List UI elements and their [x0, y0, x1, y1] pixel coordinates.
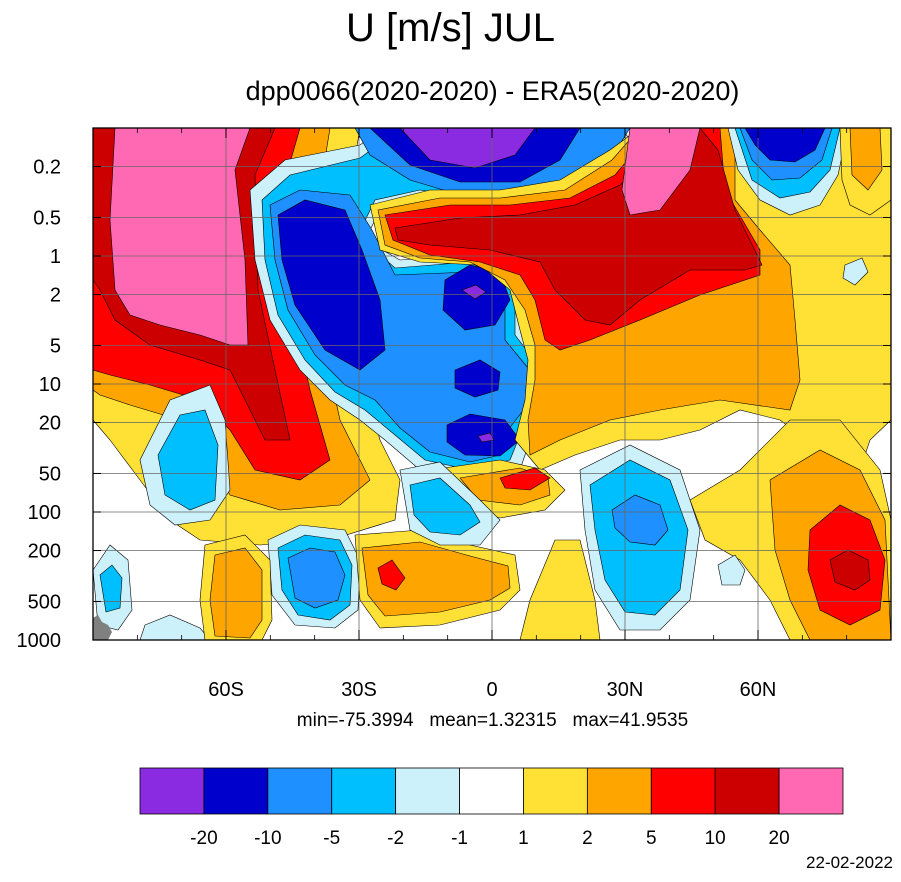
y-tick-label: 0.5: [33, 207, 61, 229]
contour-level-minus-20: [399, 128, 536, 169]
contour-level-minus-5: [611, 494, 669, 546]
y-axis: 0.2 0.5 1 2 5 10 20 50 100 200 500 1000: [17, 157, 891, 652]
colorbar-label: -2: [387, 828, 404, 849]
colorbar-swatch: [139, 767, 205, 815]
colorbar-swatch: [267, 767, 333, 815]
colorbar-swatch: [203, 767, 269, 815]
colorbar-label: -20: [190, 828, 217, 849]
contour-level-minus-2: [157, 409, 219, 511]
colorbar-label: 1: [518, 828, 529, 849]
gridlines: [93, 128, 891, 640]
colorbar-swatch: [395, 767, 460, 815]
contour-level-2: [849, 128, 883, 191]
contour-level-minus-1: [842, 257, 869, 286]
plot-area: [93, 128, 891, 640]
contour-level-10: [829, 549, 871, 591]
contour-level-10: [377, 559, 406, 591]
x-tick-label: 60S: [208, 679, 244, 701]
colorbar-swatch: [586, 767, 652, 815]
contour-level-2: [209, 547, 263, 639]
colorbar: -20 -10 -5 -2 -1 1 2 5 10 20: [139, 767, 844, 849]
field-nh-highlat-positive: [839, 128, 891, 216]
contour-level-minus-20: [477, 432, 495, 443]
y-tick-label: 500: [28, 591, 61, 613]
stat-max: max=41.9535: [572, 710, 689, 731]
colorbar-label: -5: [323, 828, 340, 849]
contour-level-minus-10: [277, 199, 386, 371]
y-tick-label: 100: [28, 502, 61, 524]
colorbar-swatch: [523, 767, 588, 815]
contour-level-minus-10: [454, 359, 501, 398]
colorbar-label: -10: [254, 828, 281, 849]
y-tick-label: 1000: [17, 630, 62, 652]
statistics-line: min=-75.3994 mean=1.32315 max=41.9535: [0, 708, 901, 734]
field-nh-lower-jet: [689, 419, 891, 640]
x-tick-label: 30N: [607, 679, 644, 701]
field-equatorial-lower-negative: [399, 444, 746, 631]
colorbar-swatch: [459, 767, 524, 815]
topography-mask: [93, 615, 112, 640]
x-tick-label: 0: [486, 679, 497, 701]
colorbar-swatch: [778, 767, 844, 815]
colorbar-label: -1: [451, 828, 468, 849]
field-sh-lower-positive: [199, 459, 601, 640]
chart-subtitle: dpp0066(2020-2020) - ERA5(2020-2020): [245, 76, 740, 106]
colorbar-label: 10: [705, 828, 726, 849]
y-tick-label: 50: [39, 463, 61, 485]
contour-level-above-20: [109, 128, 251, 346]
x-tick-label: 60N: [740, 679, 777, 701]
contour-level-minus-5: [287, 547, 346, 609]
colorbar-swatch: [650, 767, 716, 815]
colorbar-label: 2: [582, 828, 593, 849]
y-tick-label: 0.2: [33, 157, 61, 179]
contour-level-minus-10: [744, 128, 826, 163]
y-tick-label: 10: [39, 374, 61, 396]
plot-date: 22-02-2022: [806, 853, 893, 872]
colorbar-label: 5: [646, 828, 657, 849]
contour-level-minus-20: [461, 284, 487, 300]
contour-level-1: [519, 539, 601, 640]
field-nh-upper-negative: [727, 128, 869, 286]
contour-level-minus-2: [99, 564, 123, 613]
stat-mean: mean=1.32315: [429, 710, 557, 731]
y-tick-label: 2: [50, 285, 61, 307]
stat-min: min=-75.3994: [296, 710, 414, 731]
contour-level-2: [361, 541, 511, 617]
x-tick-label: 30S: [341, 679, 377, 701]
y-tick-label: 20: [39, 413, 61, 435]
y-tick-label: 200: [28, 541, 61, 563]
colorbar-swatch: [331, 767, 397, 815]
y-tick-label: 1: [50, 246, 61, 268]
contour-level-20: [621, 128, 701, 216]
chart-title: U [m/s] JUL: [346, 6, 555, 50]
contour-level-minus-1: [717, 554, 746, 586]
y-tick-label: 5: [50, 335, 61, 357]
contour-level-minus-2: [409, 477, 481, 536]
colorbar-label: 20: [769, 828, 790, 849]
colorbar-swatch: [714, 767, 780, 815]
x-axis: 60S 30S 0 30N 60N: [136, 128, 848, 701]
